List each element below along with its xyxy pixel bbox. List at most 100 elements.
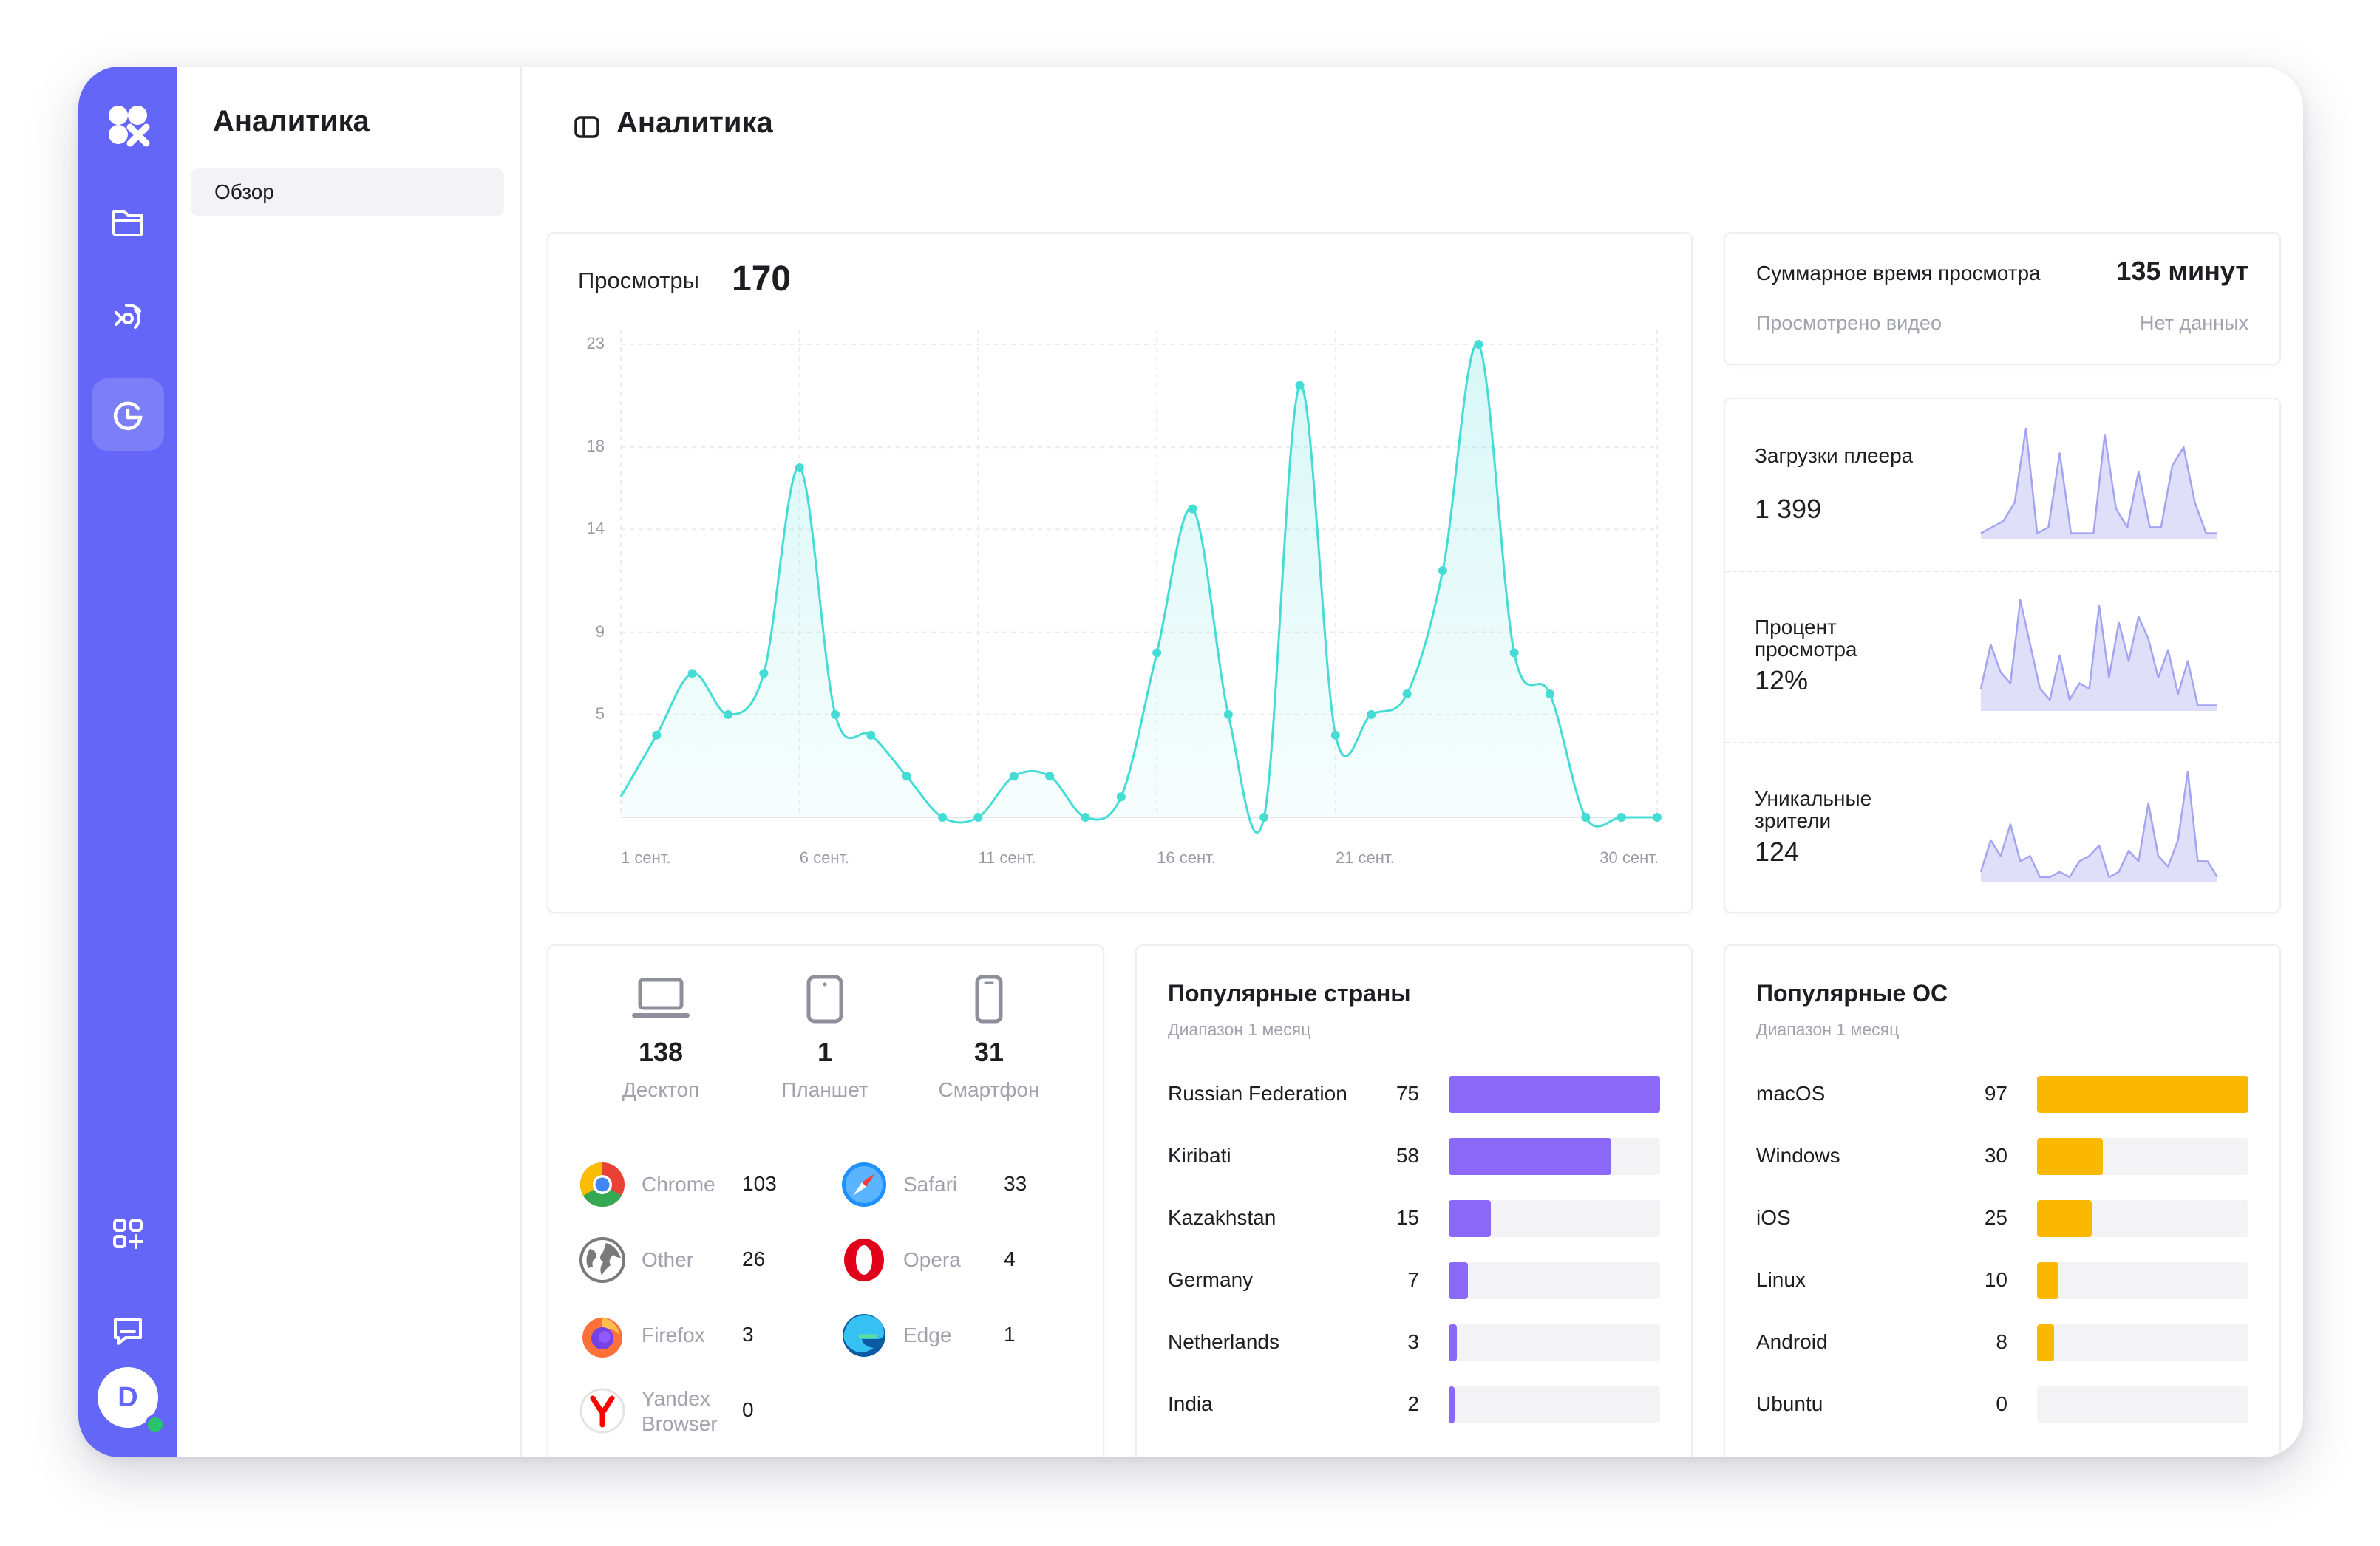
browser-count: 0 <box>742 1398 754 1421</box>
browser-name: Safari <box>903 1173 958 1196</box>
data-point[interactable] <box>1295 381 1305 390</box>
yandex-icon <box>579 1388 625 1434</box>
data-point[interactable] <box>1152 648 1162 658</box>
laptop-icon <box>632 978 690 1018</box>
browser-name: Chrome <box>642 1173 715 1196</box>
browser-name: Yandex Browser <box>642 1387 718 1435</box>
divider <box>1725 742 2279 743</box>
chat-icon[interactable] <box>92 1295 164 1367</box>
row-value: 58 <box>1395 1144 1419 1167</box>
browser-other: Other 26 <box>578 1236 800 1287</box>
row-name: India <box>1168 1392 1213 1415</box>
browser-firefox: Firefox 3 <box>578 1311 800 1363</box>
countries-subtitle: Диапазон 1 месяц <box>1168 1020 1311 1039</box>
data-point[interactable] <box>1009 772 1019 781</box>
data-point[interactable] <box>831 709 840 719</box>
data-point[interactable] <box>938 813 948 822</box>
view-percent-value: 12% <box>1755 665 1809 695</box>
views-area-chart <box>619 330 1662 834</box>
data-point[interactable] <box>687 669 697 678</box>
tablet-icon <box>806 975 843 1024</box>
mini-stats-card: Загрузки плеера 1 399 Процент просмотра … <box>1724 398 2281 913</box>
avatar-letter: D <box>118 1381 138 1413</box>
data-point[interactable] <box>1509 648 1519 658</box>
chrome-icon <box>579 1162 625 1208</box>
sparkline <box>1980 427 2217 534</box>
tablet-count: 1 <box>817 1037 833 1067</box>
data-point[interactable] <box>1653 813 1662 822</box>
nav-item-overview[interactable]: Обзор <box>191 168 504 216</box>
row-value: 15 <box>1395 1206 1419 1229</box>
data-point[interactable] <box>1474 340 1483 349</box>
analytics-icon[interactable] <box>92 378 164 451</box>
apps-add-icon[interactable] <box>92 1197 164 1270</box>
y-tick-label: 23 <box>586 334 605 353</box>
browser-chrome: Chrome 103 <box>578 1160 800 1212</box>
row-name: Germany <box>1168 1268 1254 1291</box>
data-point[interactable] <box>1330 730 1340 740</box>
data-point[interactable] <box>1438 566 1447 576</box>
page-title: Аналитика <box>616 106 773 139</box>
row-name: macOS <box>1756 1082 1826 1105</box>
bar-fill <box>1449 1200 1492 1237</box>
data-point[interactable] <box>1188 504 1197 514</box>
data-point[interactable] <box>973 813 983 822</box>
list-row: Netherlands 3 <box>1168 1324 1662 1361</box>
logo-icon[interactable] <box>92 89 164 161</box>
data-point[interactable] <box>1545 689 1554 699</box>
bar-fill <box>2037 1138 2103 1175</box>
unique-viewers-label: Уникальные зрители <box>1755 787 1872 832</box>
broadcast-icon[interactable] <box>92 282 164 355</box>
row-name: iOS <box>1756 1206 1791 1229</box>
data-point[interactable] <box>1223 709 1233 719</box>
data-point[interactable] <box>1616 813 1626 822</box>
bar-track <box>1449 1200 1660 1237</box>
row-value: 25 <box>1984 1206 2007 1229</box>
views-total: 170 <box>732 259 792 299</box>
unique-viewers-value: 124 <box>1755 837 1800 867</box>
countries-card: Популярные страны Диапазон 1 месяц Russi… <box>1135 944 1693 1457</box>
folder-icon[interactable] <box>92 185 164 257</box>
data-point[interactable] <box>759 669 769 678</box>
data-point[interactable] <box>866 730 876 740</box>
os-subtitle: Диапазон 1 месяц <box>1756 1020 1900 1039</box>
row-name: Windows <box>1756 1144 1840 1167</box>
data-point[interactable] <box>1081 813 1090 822</box>
data-point[interactable] <box>724 709 733 719</box>
data-point[interactable] <box>652 730 662 740</box>
browser-name: Opera <box>903 1248 961 1271</box>
x-tick-label: 6 сент. <box>799 848 850 867</box>
bar-fill <box>1449 1076 1660 1113</box>
data-point[interactable] <box>1259 813 1269 822</box>
data-point[interactable] <box>1045 772 1055 781</box>
browser-count: 33 <box>1004 1172 1027 1195</box>
safari-icon <box>842 1162 886 1207</box>
browser-edge: Edge 1 <box>840 1311 1061 1363</box>
list-row: Windows 30 <box>1756 1138 2250 1175</box>
bar-track <box>2037 1324 2248 1361</box>
tablet-label: Планшет <box>781 1078 868 1101</box>
sparkline <box>1979 770 2219 879</box>
data-point[interactable] <box>1581 813 1591 822</box>
y-tick-label: 18 <box>586 437 605 456</box>
data-point[interactable] <box>1402 689 1412 699</box>
data-point[interactable] <box>1367 709 1376 719</box>
sparkline <box>1979 599 2217 706</box>
sidebar-toggle-icon[interactable] <box>574 114 600 140</box>
os-title: Популярные ОС <box>1756 980 1948 1007</box>
views-area-fill <box>621 344 1657 833</box>
list-row: Ubuntu 0 <box>1756 1386 2250 1423</box>
data-point[interactable] <box>795 463 804 472</box>
bar-fill <box>2037 1262 2058 1299</box>
avatar[interactable]: D <box>98 1367 158 1428</box>
data-point[interactable] <box>902 772 911 781</box>
data-point[interactable] <box>1116 792 1126 802</box>
icon-rail: D <box>78 67 177 1457</box>
browser-count: 3 <box>742 1323 754 1346</box>
bar-fill <box>1449 1138 1612 1175</box>
bar-track <box>2037 1076 2248 1113</box>
player-loads-label: Загрузки плеера <box>1755 444 1914 467</box>
x-tick-label: 16 сент. <box>1157 848 1216 867</box>
desktop-count: 138 <box>638 1037 684 1067</box>
list-row: Kiribati 58 <box>1168 1138 1662 1175</box>
